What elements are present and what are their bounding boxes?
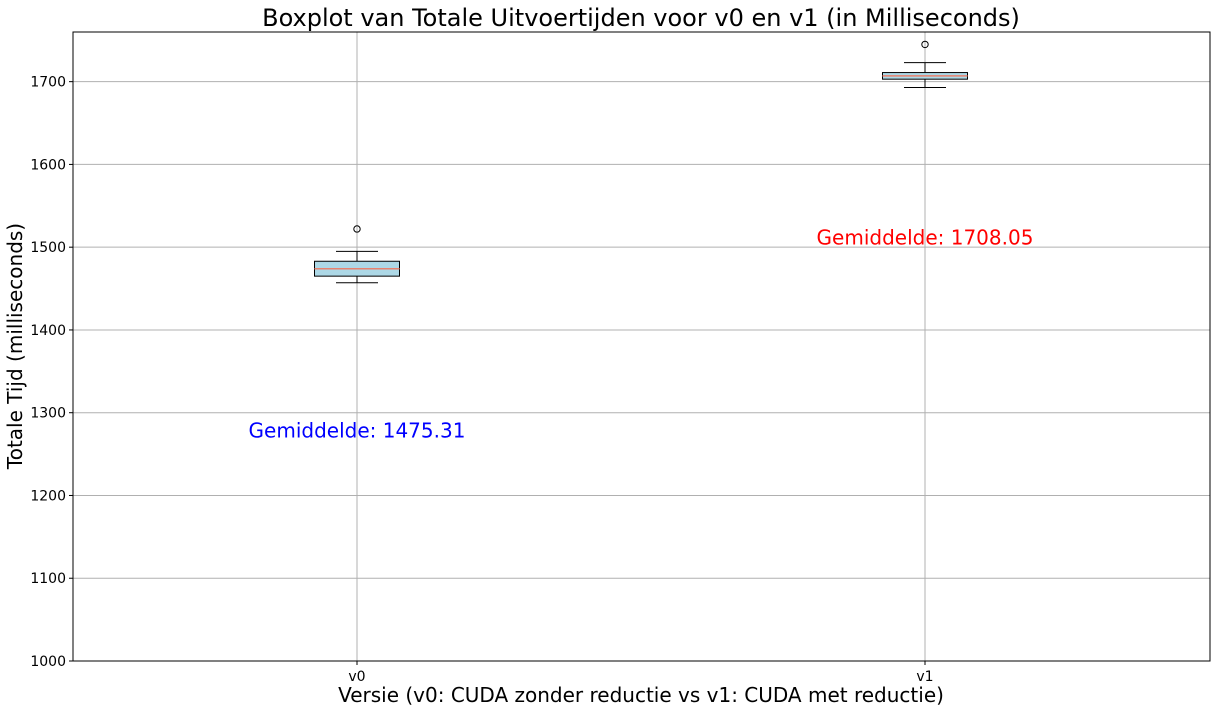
ticks: 1000 1100 1200 1300 1400 1500 1600 1700 v0 v1 [30, 75, 933, 685]
y-tick-label: 1400 [30, 323, 66, 339]
boxes [314, 40, 968, 284]
mean-annotation-v1: Gemiddelde: 1708.05 [817, 226, 1034, 250]
y-tick-label: 1000 [30, 654, 66, 670]
y-axis-label: Totale Tijd (milliseconds) [3, 223, 27, 470]
outlier-point [353, 225, 361, 233]
x-tick-label: v1 [916, 669, 933, 685]
y-tick-label: 1700 [30, 75, 66, 91]
mean-annotation-v0: Gemiddelde: 1475.31 [249, 419, 466, 443]
chart-title: Boxplot van Totale Uitvoertijden voor v0… [262, 4, 1020, 32]
grid-lines [73, 32, 1210, 661]
y-tick-label: 1600 [30, 157, 66, 173]
x-tick-label: v0 [348, 669, 365, 685]
y-tick-label: 1200 [30, 488, 66, 504]
y-tick-label: 1100 [30, 571, 66, 587]
y-tick-label: 1300 [30, 406, 66, 422]
box-v0 [314, 225, 400, 284]
y-tick-label: 1500 [30, 240, 66, 256]
x-axis-label: Versie (v0: CUDA zonder reductie vs v1: … [338, 683, 944, 707]
plot-frame [72, 31, 1211, 662]
outlier-point [921, 40, 929, 49]
box-v1 [882, 40, 968, 88]
annotations: Gemiddelde: 1475.31 Gemiddelde: 1708.05 [249, 226, 1034, 443]
